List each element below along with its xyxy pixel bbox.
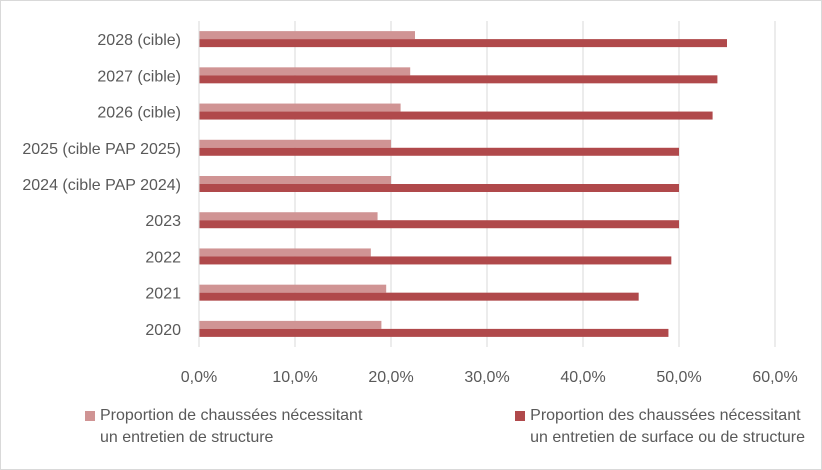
bar-surface-or-structure bbox=[199, 147, 679, 156]
y-tick-label: 2027 (cible) bbox=[97, 68, 181, 85]
x-tick-label: 20,0% bbox=[368, 369, 413, 386]
y-tick-label: 2020 bbox=[145, 322, 181, 339]
bar-surface-or-structure bbox=[199, 39, 727, 48]
bar-surface-or-structure bbox=[199, 184, 679, 192]
x-tick-label: 0,0% bbox=[181, 369, 217, 386]
x-tick-label: 50,0% bbox=[656, 369, 701, 386]
y-tick-label: 2022 bbox=[145, 249, 181, 266]
bar-structure bbox=[199, 284, 387, 293]
legend-swatch-surface-or-structure bbox=[515, 411, 526, 421]
bar-surface-or-structure bbox=[199, 111, 713, 120]
bar-surface-or-structure bbox=[199, 220, 679, 229]
legend-item-surface-or-structure: Proportion des chaussées nécessitant un … bbox=[515, 405, 805, 449]
bar-structure bbox=[199, 103, 401, 112]
bar-structure bbox=[199, 212, 378, 221]
y-tick-label: 2024 (cible PAP 2024) bbox=[22, 177, 181, 194]
legend-swatch-structure bbox=[85, 411, 95, 421]
bar-structure bbox=[199, 67, 411, 76]
bar-structure bbox=[199, 320, 382, 329]
x-tick-label: 60,0% bbox=[752, 369, 797, 386]
x-tick-label: 10,0% bbox=[272, 369, 317, 386]
bar-structure bbox=[199, 139, 391, 148]
x-tick-label: 30,0% bbox=[464, 369, 509, 386]
y-tick-label: 2021 bbox=[145, 286, 181, 303]
y-tick-label: 2025 (cible PAP 2025) bbox=[22, 141, 181, 158]
legend-label-structure: Proportion de chaussées nécessitant un e… bbox=[100, 407, 363, 446]
bar-surface-or-structure bbox=[199, 75, 718, 84]
legend-item-structure: Proportion de chaussées nécessitant un e… bbox=[85, 405, 362, 449]
bar-surface-or-structure bbox=[199, 328, 669, 337]
bar-structure bbox=[199, 176, 391, 184]
bar-structure bbox=[199, 248, 371, 257]
legend: Proportion de chaussées nécessitant un e… bbox=[85, 405, 805, 449]
bar-structure bbox=[199, 31, 415, 40]
bar-surface-or-structure bbox=[199, 292, 639, 301]
bar-surface-or-structure bbox=[199, 256, 672, 265]
y-tick-label: 2028 (cible) bbox=[97, 32, 181, 49]
y-tick-label: 2026 (cible) bbox=[97, 105, 181, 122]
legend-label-surface-or-structure: Proportion des chaussées nécessitant un … bbox=[530, 407, 805, 446]
bar-chart-plot: 2028 (cible) 2027 (cible) 2026 (cible) 2025… bbox=[22, 21, 798, 386]
y-tick-label: 2023 bbox=[145, 213, 181, 230]
x-tick-label: 40,0% bbox=[560, 369, 605, 386]
